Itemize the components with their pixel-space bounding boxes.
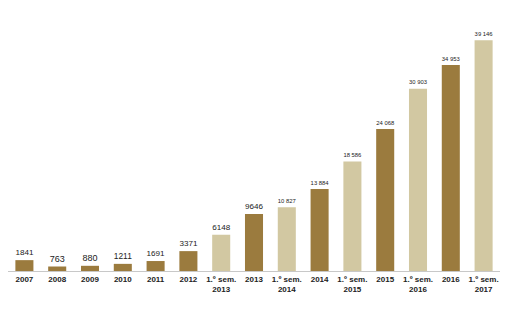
svg-text:18 586: 18 586 bbox=[343, 152, 362, 158]
svg-text:2010: 2010 bbox=[114, 275, 132, 284]
svg-text:763: 763 bbox=[50, 254, 65, 264]
svg-text:2014: 2014 bbox=[311, 275, 329, 284]
svg-text:2007: 2007 bbox=[16, 275, 34, 284]
svg-text:2012: 2012 bbox=[180, 275, 198, 284]
svg-text:10 827: 10 827 bbox=[278, 198, 296, 204]
svg-text:2011: 2011 bbox=[147, 275, 165, 284]
svg-text:1.º sem.2013: 1.º sem.2013 bbox=[206, 275, 236, 294]
svg-text:880: 880 bbox=[82, 253, 97, 263]
svg-text:2015: 2015 bbox=[376, 275, 394, 284]
svg-text:34 953: 34 953 bbox=[442, 56, 461, 62]
svg-text:3371: 3371 bbox=[179, 239, 198, 248]
svg-text:2008: 2008 bbox=[48, 275, 66, 284]
svg-text:1211: 1211 bbox=[114, 251, 132, 261]
svg-text:2016: 2016 bbox=[442, 275, 460, 284]
svg-text:2013: 2013 bbox=[245, 275, 263, 284]
svg-text:24 068: 24 068 bbox=[376, 120, 395, 126]
svg-text:39 146: 39 146 bbox=[475, 31, 494, 37]
svg-text:1.º sem.2016: 1.º sem.2016 bbox=[403, 275, 433, 294]
svg-text:6148: 6148 bbox=[212, 223, 231, 232]
svg-text:1.º sem.2017: 1.º sem.2017 bbox=[469, 275, 499, 294]
svg-text:1.º sem.2015: 1.º sem.2015 bbox=[337, 275, 367, 294]
svg-text:30 903: 30 903 bbox=[409, 79, 428, 85]
svg-text:1691: 1691 bbox=[147, 249, 166, 258]
svg-text:2009: 2009 bbox=[81, 275, 99, 284]
svg-text:13 884: 13 884 bbox=[311, 180, 330, 186]
svg-text:1841: 1841 bbox=[15, 248, 34, 257]
svg-text:9646: 9646 bbox=[245, 202, 264, 211]
svg-text:1.º sem.2014: 1.º sem.2014 bbox=[272, 275, 302, 294]
